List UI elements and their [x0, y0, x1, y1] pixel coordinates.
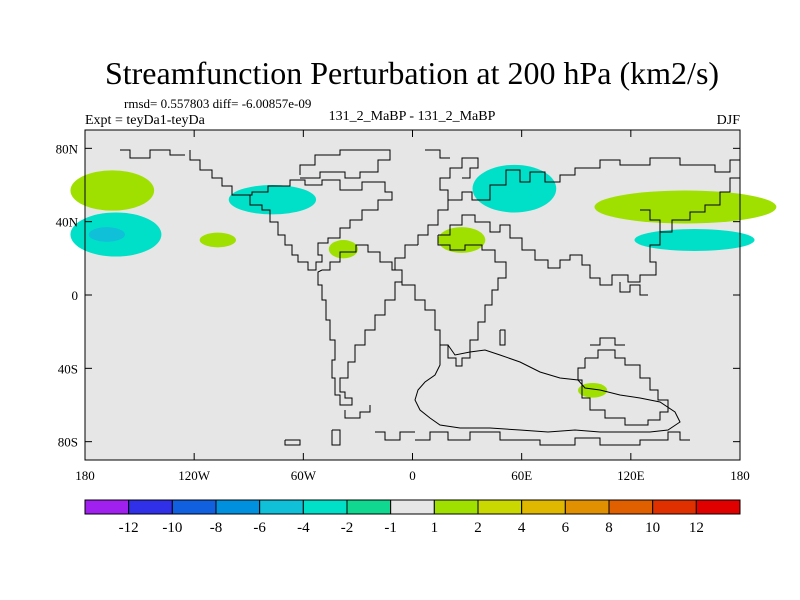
x-tick-label: 180: [730, 468, 750, 483]
coast-arctic-can: [120, 149, 185, 159]
colorbar-label: 12: [689, 520, 704, 536]
map-background: [85, 130, 740, 460]
chart-title: Streamfunction Perturbation at 200 hPa (…: [105, 55, 719, 91]
colorbar-swatch: [521, 499, 566, 515]
coastlines: [120, 149, 740, 446]
x-tick-label: 60W: [291, 468, 317, 483]
anomaly-pos-40W-25N: [328, 240, 358, 259]
coast-eurasia: [417, 157, 740, 245]
anomaly-neg-70W-52N: [228, 185, 317, 215]
coast-africa: [394, 235, 507, 367]
y-axis: 80N 40N 0 40S 80S: [56, 141, 740, 450]
anomaly-pos-100E-52S: [578, 383, 608, 398]
colorbar-swatch: [652, 499, 697, 515]
colorbar-label: -2: [341, 520, 354, 536]
colorbar-swatch: [346, 499, 392, 515]
colorbar-label: -4: [297, 520, 310, 536]
colorbar-swatch: [128, 499, 173, 515]
colorbar-label: 2: [474, 520, 482, 536]
x-tick-label: 0: [409, 468, 416, 483]
colorbar-swatch: [608, 499, 654, 515]
coast-antarctic-ross: [331, 429, 341, 446]
coast-south-america: [317, 244, 403, 406]
colorbar: -12 -10 -8 -6 -4 -2 -1 1 2 4 6 8 10 12: [84, 499, 741, 536]
right-label: DJF: [717, 113, 741, 128]
colorbar-label: -1: [384, 520, 397, 536]
colorbar-label: 4: [518, 520, 526, 536]
colorbar-swatch: [564, 499, 610, 515]
colorbar-swatch: [215, 499, 261, 515]
anomaly-pos-30E-30N: [437, 227, 486, 253]
x-axis: 180 120W 60W 0 60E 120E 180: [75, 130, 750, 483]
colorbar-label: -6: [253, 520, 266, 536]
y-tick-label: 40N: [56, 215, 79, 230]
colorbar-swatch: [695, 499, 741, 515]
left-label: Expt = teyDa1-teyDa: [85, 113, 206, 128]
y-tick-label: 0: [72, 288, 79, 303]
coast-greenland: [299, 149, 391, 179]
coast-antarctica: [415, 431, 690, 446]
anomaly-pos-110W-30N: [199, 232, 237, 248]
colorbar-swatch: [171, 499, 217, 515]
colorbar-label: -12: [119, 520, 139, 536]
coast-asia-east: [438, 177, 740, 286]
x-tick-label: 120E: [617, 468, 645, 483]
colorbar-swatch: [477, 499, 523, 515]
colorbar-label: 10: [645, 520, 660, 536]
coast-new-guinea: [590, 337, 625, 346]
colorbar-label: 8: [605, 520, 613, 536]
y-tick-label: 80N: [56, 141, 79, 156]
coast-alaska: [189, 150, 240, 196]
anomaly-neg-55E-58N: [472, 164, 557, 213]
x-tick-label: 60E: [511, 468, 532, 483]
anomaly-core-180-35N: [88, 227, 126, 242]
coast-japan: [640, 209, 661, 232]
anomaly-pos-150E-50N: [594, 190, 777, 224]
coast-antarctic-peninsula: [344, 405, 371, 419]
coast-philippines: [619, 282, 648, 296]
colorbar-label: 1: [431, 520, 439, 536]
stats-text: rmsd= 0.557803 diff= -6.00857e-09: [124, 96, 311, 111]
colorbar-swatch: [433, 499, 479, 515]
colorbar-swatch: [302, 499, 348, 515]
colorbar-label: 6: [562, 520, 570, 536]
coast-madagascar: [499, 329, 506, 346]
center-label: 131_2_MaBP - 131_2_MaBP: [329, 109, 496, 124]
y-tick-label: 40S: [58, 361, 78, 376]
coast-antarctic-weddell: [375, 431, 415, 441]
coast-svalbard: [425, 149, 450, 159]
colorbar-swatch: [259, 499, 304, 515]
colorbar-swatch: [390, 499, 435, 515]
y-tick-label: 80S: [58, 435, 78, 450]
coast-australia: [577, 349, 669, 426]
coast-scandinavia: [439, 157, 479, 200]
coast-north-america: [240, 179, 393, 271]
coast-southern-ring: [414, 344, 681, 433]
x-tick-label: 120W: [178, 468, 211, 483]
colorbar-swatch: [84, 499, 130, 515]
coast-antarctic-west: [284, 439, 301, 446]
colorbar-label: -8: [210, 520, 223, 536]
anomaly-neg-180-55N: [70, 170, 155, 211]
x-tick-label: 180: [75, 468, 95, 483]
anomaly-neg-150E-30N: [634, 229, 755, 251]
colorbar-label: -10: [162, 520, 182, 536]
